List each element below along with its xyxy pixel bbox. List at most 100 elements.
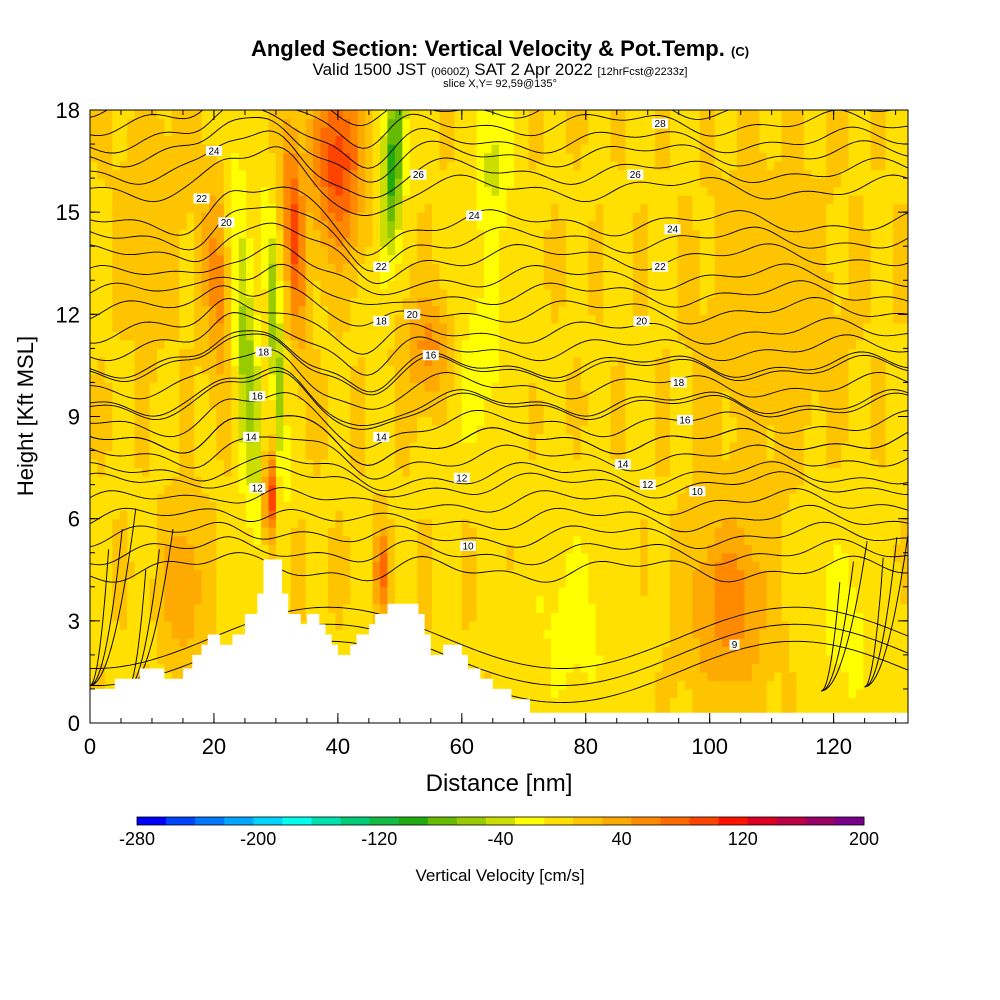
velocity-cell xyxy=(409,561,418,571)
velocity-cell xyxy=(432,544,441,554)
velocity-cell xyxy=(342,586,351,596)
velocity-cell xyxy=(707,552,716,562)
velocity-cell xyxy=(469,654,478,664)
velocity-cell xyxy=(848,671,857,682)
velocity-cell xyxy=(543,390,552,401)
velocity-cell xyxy=(736,705,745,716)
velocity-cell xyxy=(491,586,500,596)
velocity-cell xyxy=(647,544,656,554)
velocity-cell xyxy=(655,356,664,367)
velocity-cell xyxy=(699,629,708,639)
velocity-cell xyxy=(826,688,835,699)
velocity-cell xyxy=(357,450,366,460)
velocity-cell xyxy=(751,646,760,656)
velocity-cell xyxy=(588,663,597,673)
velocity-cell xyxy=(372,348,381,358)
velocity-cell xyxy=(335,637,344,647)
velocity-cell xyxy=(543,654,552,664)
velocity-cell xyxy=(246,331,255,341)
velocity-cell xyxy=(179,442,188,452)
velocity-cell xyxy=(692,586,701,596)
velocity-cell xyxy=(327,390,336,401)
velocity-cell xyxy=(268,339,277,349)
velocity-cell xyxy=(551,459,560,469)
velocity-cell xyxy=(208,501,218,511)
velocity-cell xyxy=(394,365,403,375)
velocity-cell xyxy=(885,544,894,554)
velocity-cell xyxy=(186,484,195,494)
velocity-cell xyxy=(194,348,203,358)
velocity-cell xyxy=(551,561,560,571)
velocity-cell xyxy=(439,595,448,605)
velocity-cell xyxy=(900,663,908,673)
velocity-cell xyxy=(543,578,552,588)
velocity-cell xyxy=(543,603,552,613)
velocity-cell xyxy=(744,680,753,690)
velocity-cell xyxy=(313,535,322,545)
velocity-cell xyxy=(208,629,218,639)
velocity-cell xyxy=(588,501,597,511)
velocity-cell xyxy=(513,467,522,477)
velocity-cell xyxy=(424,518,433,528)
velocity-cell xyxy=(885,467,894,477)
velocity-cell xyxy=(662,663,671,673)
velocity-cell xyxy=(283,527,292,537)
velocity-cell xyxy=(424,561,433,571)
velocity-cell xyxy=(142,476,151,486)
velocity-cell xyxy=(90,399,99,409)
velocity-cell xyxy=(826,578,835,588)
velocity-cell xyxy=(722,493,731,503)
velocity-cell xyxy=(476,518,485,528)
velocity-cell xyxy=(238,348,247,358)
velocity-cell xyxy=(781,390,790,401)
velocity-cell xyxy=(90,569,99,579)
velocity-cell xyxy=(789,646,798,656)
velocity-cell xyxy=(833,569,842,579)
velocity-cell xyxy=(803,671,812,682)
velocity-cell xyxy=(647,671,656,682)
velocity-cell xyxy=(387,518,396,528)
velocity-cell xyxy=(677,680,686,690)
velocity-cell xyxy=(461,459,470,469)
velocity-cell xyxy=(796,348,805,358)
velocity-cell xyxy=(186,339,195,349)
velocity-cell xyxy=(424,450,433,460)
velocity-cell xyxy=(402,399,411,409)
velocity-cell xyxy=(231,620,240,630)
velocity-cell xyxy=(558,620,567,630)
velocity-cell xyxy=(573,552,582,562)
velocity-cell xyxy=(647,646,656,656)
velocity-cell xyxy=(156,390,165,401)
velocity-cell xyxy=(454,493,463,503)
velocity-cell xyxy=(640,535,649,545)
velocity-cell xyxy=(484,578,493,588)
velocity-cell xyxy=(863,544,872,554)
velocity-cell xyxy=(818,637,827,647)
velocity-cell xyxy=(632,442,641,452)
velocity-cell xyxy=(900,646,908,656)
velocity-cell xyxy=(365,425,374,435)
velocity-cell xyxy=(722,501,731,511)
velocity-cell xyxy=(803,416,812,426)
velocity-cell xyxy=(268,348,277,358)
velocity-cell xyxy=(119,501,128,511)
velocity-cell xyxy=(446,569,455,579)
velocity-cell xyxy=(261,459,270,469)
velocity-cell xyxy=(119,416,128,426)
velocity-cell xyxy=(223,510,232,520)
velocity-cell xyxy=(469,348,478,358)
velocity-cell xyxy=(409,433,418,443)
velocity-cell xyxy=(565,459,574,469)
velocity-cell xyxy=(588,586,597,596)
velocity-cell xyxy=(677,365,686,375)
velocity-cell xyxy=(528,407,537,418)
velocity-cell xyxy=(506,586,515,596)
velocity-cell xyxy=(774,416,783,426)
velocity-cell xyxy=(617,705,627,716)
velocity-cell xyxy=(476,620,485,630)
velocity-cell xyxy=(528,697,537,707)
velocity-cell xyxy=(870,382,879,392)
velocity-cell xyxy=(454,637,463,647)
velocity-cell xyxy=(893,612,902,622)
velocity-cell xyxy=(298,535,307,545)
